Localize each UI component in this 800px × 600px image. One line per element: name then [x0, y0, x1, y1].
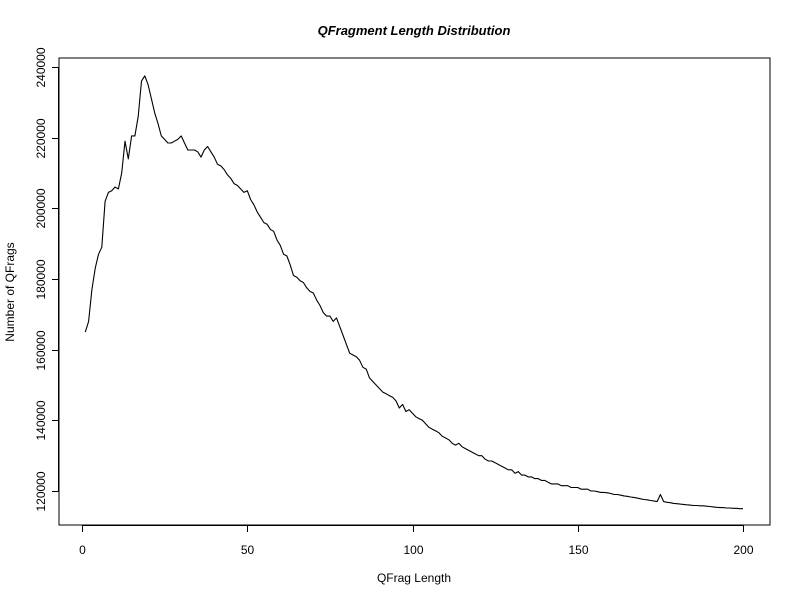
x-tick-label: 200 [733, 543, 753, 557]
x-tick-label: 0 [79, 543, 86, 557]
chart-title: QFragment Length Distribution [318, 23, 511, 38]
x-axis-label: QFrag Length [377, 571, 451, 585]
x-axis: 0 50 100 150 200 [79, 525, 754, 557]
x-tick-label: 100 [403, 543, 423, 557]
y-tick-label: 180000 [34, 259, 48, 299]
series-group [84, 75, 743, 510]
x-tick-label: 150 [568, 543, 588, 557]
y-tick-label: 160000 [34, 330, 48, 370]
y-tick-label: 220000 [34, 118, 48, 158]
x-tick-label: 50 [241, 543, 255, 557]
series-line [84, 75, 743, 510]
y-axis: 120000 140000 160000 180000 200000 220000 2400… [34, 47, 59, 512]
y-tick-label: 200000 [34, 188, 48, 228]
y-tick-label: 140000 [34, 400, 48, 440]
y-tick-label: 120000 [34, 471, 48, 511]
plot-frame [58, 57, 771, 526]
y-tick-label: 240000 [34, 47, 48, 87]
y-axis-label: Number of QFrags [3, 242, 17, 341]
